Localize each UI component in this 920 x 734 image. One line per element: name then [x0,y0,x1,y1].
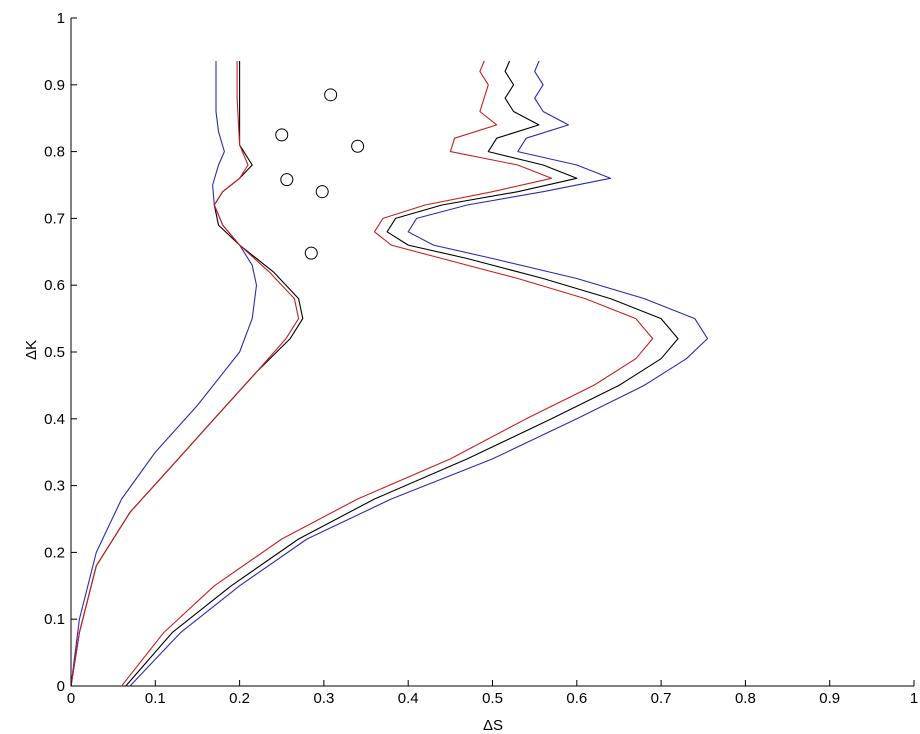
x-tick-label: 0.4 [398,690,419,707]
x-tick-label: 0.9 [819,690,840,707]
data-point [280,173,294,187]
ticks-layer: 0 0.1 0.2 0.3 0.4 0.5 0.6 0.7 0.8 0.9 1 0 0.1 0.2 0.3 0… [44,10,918,707]
y-tick-label: 0.4 [44,411,65,428]
series-line-6 [121,60,654,687]
series-line-3 [70,60,300,687]
points-layer [275,88,365,260]
x-tick-label: 0.2 [229,690,250,707]
x-tick-label: 0.6 [566,690,587,707]
y-tick-label: 0.7 [44,210,65,227]
y-tick-label: 0.6 [44,277,65,294]
series-layer [70,60,709,687]
series-line-4 [129,60,709,687]
y-tick-label: 0.2 [44,544,65,561]
y-tick-label: 0.5 [44,344,65,361]
y-tick-label: 0.1 [44,611,65,628]
series-line-2 [70,60,304,687]
x-tick-label: 0.3 [313,690,334,707]
data-point [315,185,329,199]
x-tick-label: 0.5 [482,690,503,707]
data-point [275,128,289,142]
x-axis-label: ΔS [483,717,503,734]
x-tick-label: 0.7 [651,690,672,707]
y-axis-label: ΔK [23,340,40,360]
series-line-5 [125,60,679,687]
data-point [351,139,365,153]
series-line-1 [70,60,258,687]
y-tick-label: 1 [57,10,65,27]
axes [70,18,914,687]
data-point [304,246,318,260]
y-tick-label: 0.9 [44,77,65,94]
x-tick-label: 0 [67,690,75,707]
x-tick-label: 1 [910,690,918,707]
y-tick-label: 0 [57,678,65,695]
y-tick-label: 0.8 [44,144,65,161]
y-tick-label: 0.3 [44,478,65,495]
x-tick-label: 0.1 [145,690,166,707]
x-tick-label: 0.8 [735,690,756,707]
data-point [324,88,338,102]
